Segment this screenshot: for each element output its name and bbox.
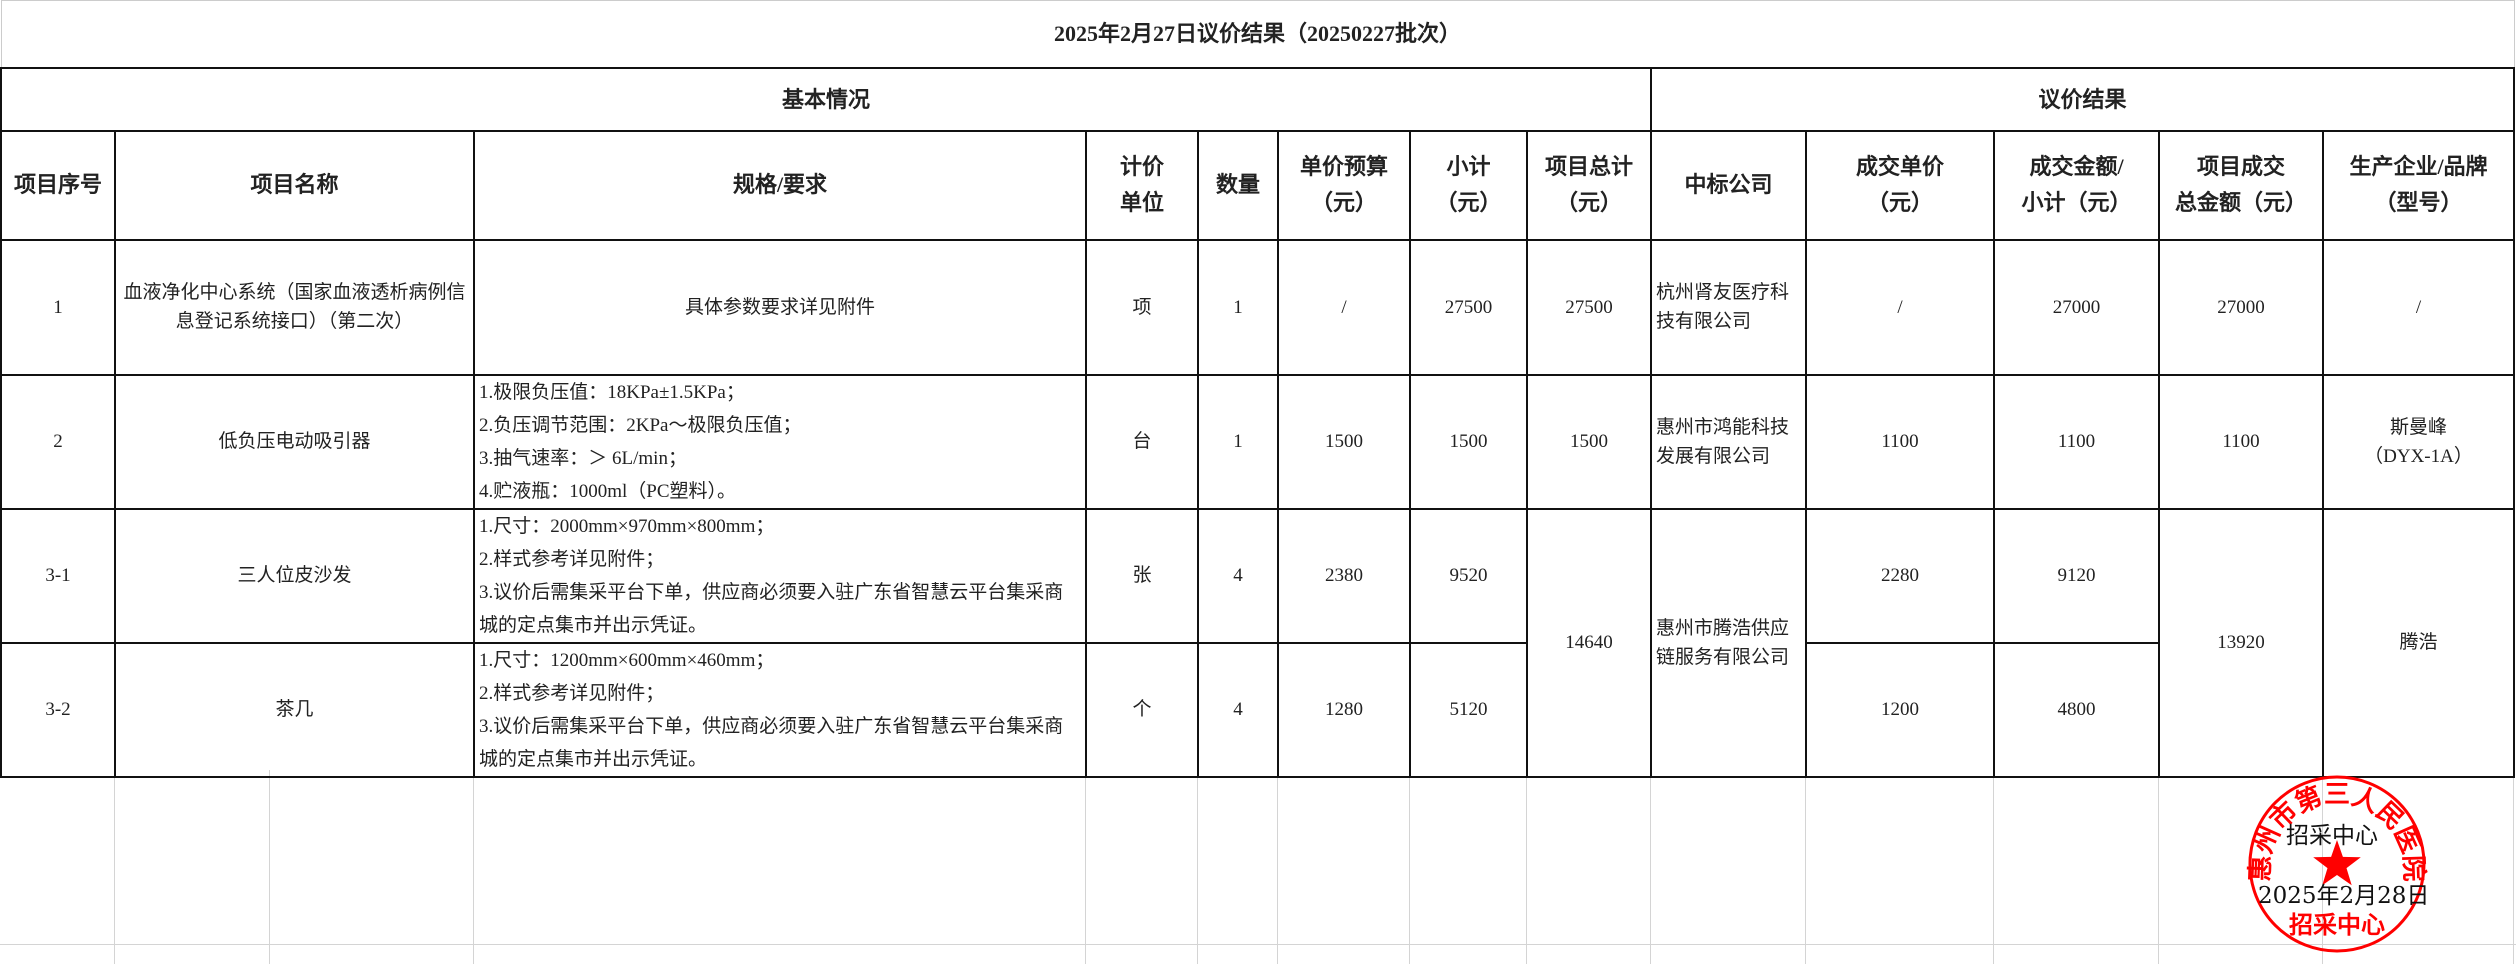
manufacturer-brand: 斯曼峰 （DYX-1A）: [2321, 373, 2516, 510]
deal-unit-price: 2280: [1805, 507, 1995, 644]
spec-line: 1.尺寸：2000mm×970mm×800mm；: [479, 515, 775, 537]
item-name: 三人位皮沙发: [114, 507, 475, 644]
spec-line: 2.负压调节范围：2KPa～极限负压值；: [479, 414, 802, 436]
item-name: 血液净化中心系统（国家血液透析病例信息登记系统接口）（第二次）: [114, 238, 475, 376]
item-name: 低负压电动吸引器: [114, 373, 475, 510]
quantity: 1: [1197, 238, 1279, 376]
spec-line: 3.议价后需集采平台下单，供应商必须要入驻广东省智慧云平台集采商城的定点集市并出…: [479, 715, 1064, 770]
column-header: 规格/要求: [473, 129, 1087, 241]
unit-budget: /: [1277, 238, 1411, 376]
winning-company: 惠州市腾浩供应链服务有限公司: [1650, 507, 1807, 778]
subtotal: 1500: [1409, 373, 1528, 510]
item-name: 茶几: [114, 641, 475, 778]
table-row: 3-2 茶几 1.尺寸：1200mm×600mm×460mm； 2.样式参考详见附件；…: [0, 641, 2514, 778]
spec-line: 1.极限负压值：18KPa±1.5KPa；: [479, 381, 745, 403]
deal-unit-price: 1100: [1805, 373, 1995, 510]
project-total: 27500: [1526, 238, 1652, 376]
deal-unit-price: /: [1805, 238, 1995, 376]
manufacturer-brand: 腾浩: [2321, 507, 2516, 778]
deal-project-total: 27000: [2158, 238, 2324, 376]
spec-line: 2.样式参考详见附件；: [479, 548, 665, 570]
seal-ring: [2248, 775, 2426, 953]
spec-line: 4.贮液瓶：1000ml（PC塑料）。: [479, 480, 737, 502]
column-header: 中标公司: [1650, 129, 1807, 241]
subtotal: 27500: [1409, 238, 1528, 376]
project-total: 1500: [1526, 373, 1652, 510]
winning-company: 杭州肾友医疗科技有限公司: [1650, 238, 1807, 376]
star-icon: [2313, 840, 2361, 886]
section-basic-info: 基本情况: [0, 66, 1652, 132]
pricing-unit: 项: [1085, 238, 1199, 376]
item-number: 3-1: [0, 507, 116, 644]
spec-line: 2.样式参考详见附件；: [479, 682, 665, 704]
quantity: 1: [1197, 373, 1279, 510]
column-header: 成交金额/ 小计（元）: [1993, 129, 2160, 241]
deal-amount: 1100: [1993, 373, 2160, 510]
column-header: 项目序号: [0, 129, 116, 241]
deal-project-total: 13920: [2158, 507, 2324, 778]
item-spec: 1.极限负压值：18KPa±1.5KPa； 2.负压调节范围：2KPa～极限负压值…: [473, 373, 1087, 510]
project-total: 14640: [1526, 507, 1652, 778]
price-negotiation-table: 2025年2月27日议价结果（20250227批次） 基本情况 议价结果 项目序…: [0, 0, 2516, 778]
deal-project-total: 1100: [2158, 373, 2324, 510]
quantity: 4: [1197, 641, 1279, 778]
column-header: 成交单价 （元）: [1805, 129, 1995, 241]
column-header: 计价 单位: [1085, 129, 1199, 241]
pricing-unit: 个: [1085, 641, 1199, 778]
column-header: 数量: [1197, 129, 1279, 241]
unit-budget: 1280: [1277, 641, 1411, 778]
section-result: 议价结果: [1649, 66, 2516, 132]
quantity: 4: [1197, 507, 1279, 644]
seal-label: 招采中心: [2286, 823, 2378, 849]
deal-unit-price: 1200: [1805, 641, 1995, 778]
pricing-unit: 台: [1085, 373, 1199, 510]
item-spec: 1.尺寸：1200mm×600mm×460mm； 2.样式参考详见附件； 3.议价后…: [473, 641, 1087, 778]
seal-stamp-graphic: 惠州市第三人民医院 招采中心: [2246, 775, 2429, 953]
table-row: 1 血液净化中心系统（国家血液透析病例信息登记系统接口）（第二次） 具体参数要求详见…: [0, 238, 2516, 376]
deal-amount: 9120: [1993, 507, 2160, 644]
item-number: 2: [0, 373, 116, 510]
column-header: 小计 （元）: [1409, 129, 1528, 241]
official-seal: 惠州市第三人民医院 招采中心: [2246, 773, 2429, 955]
item-number: 1: [0, 238, 116, 376]
deal-amount: 4800: [1993, 641, 2160, 778]
table-row: 3-1 三人位皮沙发 1.尺寸：2000mm×970mm×800mm； 2.样式参考详…: [0, 507, 2516, 778]
pricing-unit: 张: [1085, 507, 1199, 644]
winning-company: 惠州市鸿能科技发展有限公司: [1650, 373, 1807, 510]
column-header: 项目名称: [114, 129, 475, 241]
page-title: 2025年2月27日议价结果（20250227批次）: [0, 0, 2515, 69]
spec-line: 1.尺寸：1200mm×600mm×460mm；: [479, 649, 775, 671]
manufacturer-brand: /: [2321, 238, 2516, 376]
table-row: 2 低负压电动吸引器 1.极限负压值：18KPa±1.5KPa； 2.负压调节范围：2…: [0, 373, 2516, 510]
item-number: 3-2: [0, 641, 116, 778]
column-header: 项目总计 （元）: [1526, 129, 1652, 241]
subtotal: 5120: [1409, 641, 1528, 778]
seal-date: 2025年2月28日: [2258, 883, 2430, 909]
column-header: 单价预算 （元）: [1277, 129, 1411, 241]
unit-budget: 1500: [1277, 373, 1411, 510]
unit-budget: 2380: [1277, 507, 1411, 644]
spec-line: 具体参数要求详见附件: [684, 296, 875, 318]
seal-bottom-text: 招采中心: [2289, 910, 2385, 939]
deal-amount: 27000: [1993, 238, 2160, 376]
item-spec: 1.尺寸：2000mm×970mm×800mm； 2.样式参考详见附件； 3.议价后…: [473, 507, 1087, 644]
item-spec: 具体参数要求详见附件: [473, 238, 1087, 376]
column-header: 项目成交 总金额（元）: [2158, 129, 2324, 241]
column-header: 生产企业/品牌 （型号）: [2321, 129, 2516, 241]
spec-line: 3.议价后需集采平台下单，供应商必须要入驻广东省智慧云平台集采商城的定点集市并出…: [479, 581, 1064, 636]
subtotal: 9520: [1409, 507, 1528, 644]
spec-line: 3.抽气速率：＞ 6L/min；: [479, 447, 687, 469]
